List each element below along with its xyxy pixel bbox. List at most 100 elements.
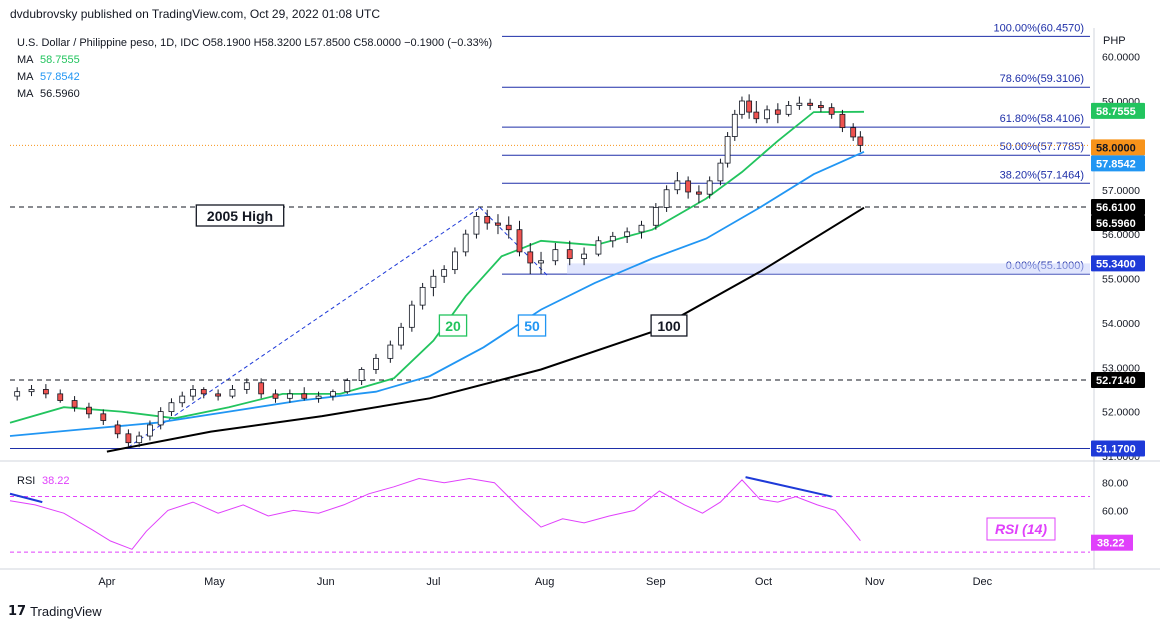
candle: [419, 282, 426, 310]
ma-100-line: [106, 206, 865, 453]
candle: [785, 101, 792, 117]
candle: [807, 98, 814, 110]
candle-body: [674, 180, 681, 191]
ma-legend-value: 58.7555: [40, 54, 80, 66]
candle-body: [717, 162, 724, 182]
annotation-box: [650, 314, 688, 337]
price-axis-label-text: 56.5960: [1096, 218, 1136, 230]
candle-body: [785, 105, 792, 115]
candle-body: [652, 207, 659, 226]
candle-body: [839, 113, 846, 129]
candle: [358, 367, 365, 385]
candle: [839, 109, 846, 133]
candle-body: [817, 105, 824, 109]
price-axis-label-bg: [1091, 102, 1145, 119]
candle: [286, 389, 293, 403]
candle: [157, 407, 164, 430]
candle-body: [753, 111, 760, 120]
candle-body: [638, 224, 645, 233]
candle-body: [538, 260, 544, 264]
candle-body: [14, 391, 21, 397]
rsi-title-value: 38.22: [42, 475, 70, 487]
candle: [696, 185, 702, 204]
candle-body: [527, 251, 534, 264]
price-axis-label-bg: [1091, 255, 1145, 272]
candle: [86, 402, 92, 419]
candle-body: [330, 391, 336, 397]
candle: [215, 389, 222, 401]
candle: [387, 340, 394, 363]
candle-body: [746, 100, 753, 113]
price-axis-label-bg: [1091, 371, 1145, 388]
candle: [717, 158, 724, 186]
candle-body: [147, 424, 153, 437]
candle: [652, 203, 659, 230]
ma-legend-label: MA: [17, 54, 34, 66]
candle: [857, 131, 864, 153]
x-tick-label: Oct: [755, 576, 772, 588]
price-axis-label-text: 58.0000: [1096, 142, 1136, 154]
candle: [452, 247, 458, 275]
candle-body: [301, 393, 308, 399]
candle-body: [125, 433, 132, 444]
price-axis-label-bg: [1091, 199, 1145, 216]
candle: [315, 391, 322, 403]
candle-body: [724, 136, 731, 164]
price-axis-label-text: 58.7555: [1096, 106, 1136, 118]
price-tick-label: 53.0000: [1102, 362, 1140, 374]
candle: [731, 109, 738, 141]
candle: [179, 391, 186, 408]
candle: [301, 387, 308, 401]
ma-legend-value: 57.8542: [40, 71, 80, 83]
candle: [408, 300, 415, 332]
candle: [398, 322, 404, 350]
publisher-line: dvdubrovsky published on TradingView.com…: [10, 7, 380, 21]
price-axis-label: 51.1700: [1091, 440, 1145, 457]
candle: [505, 216, 512, 239]
candle: [828, 103, 835, 119]
price-axis-label: 56.5960: [1091, 215, 1145, 232]
candle-body: [609, 235, 616, 242]
candle-body: [408, 304, 415, 328]
rsi-name-box: [986, 517, 1056, 541]
candle-body: [86, 406, 92, 415]
candle: [330, 389, 336, 401]
candle: [441, 265, 448, 283]
price-axis-label: 52.7140: [1091, 371, 1145, 388]
candle: [817, 101, 824, 113]
price-axis-label: 55.3400: [1091, 255, 1145, 272]
price-tick-label: 57.0000: [1102, 185, 1140, 197]
candle: [595, 236, 602, 257]
price-axis-label: 57.8542: [1091, 155, 1145, 172]
annotation-100: 100: [650, 314, 688, 337]
ma-legend-value: 56.5960: [40, 88, 80, 100]
candle: [746, 94, 753, 119]
candle-body: [774, 109, 781, 115]
candle: [125, 429, 132, 448]
annotation-box: [517, 314, 547, 337]
x-tick-label: Sep: [646, 576, 666, 588]
fib-level-label: 78.60%(59.3106): [1000, 73, 1084, 85]
candle: [243, 378, 250, 394]
candle-body: [315, 395, 322, 399]
ohlc-header: U.S. Dollar / Philippine peso, 1D, IDC O…: [17, 37, 492, 49]
currency-unit: PHP: [1103, 35, 1126, 47]
ma-legend-item: MA 58.7555: [17, 54, 80, 66]
tradingview-logo[interactable]: 17 TradingView: [8, 604, 102, 619]
rsi-name-label: RSI (14): [986, 517, 1056, 541]
rsi-last-label: 38.22: [1091, 534, 1133, 551]
rsi-tick-label: 60.00: [1102, 505, 1128, 517]
candle-body: [828, 107, 835, 115]
candle-body: [807, 102, 814, 106]
candle-body: [796, 102, 803, 106]
candle-body: [581, 253, 587, 259]
candle-body: [706, 180, 713, 195]
candle: [685, 176, 692, 199]
rsi-name-text: RSI (14): [995, 521, 1047, 537]
candle: [462, 229, 469, 257]
fib-level-label: 100.00%(60.4570): [993, 22, 1084, 34]
candle-body: [100, 413, 107, 421]
dashed-trendline: [128, 207, 481, 448]
rsi-last-label-text: 38.22: [1097, 538, 1125, 550]
